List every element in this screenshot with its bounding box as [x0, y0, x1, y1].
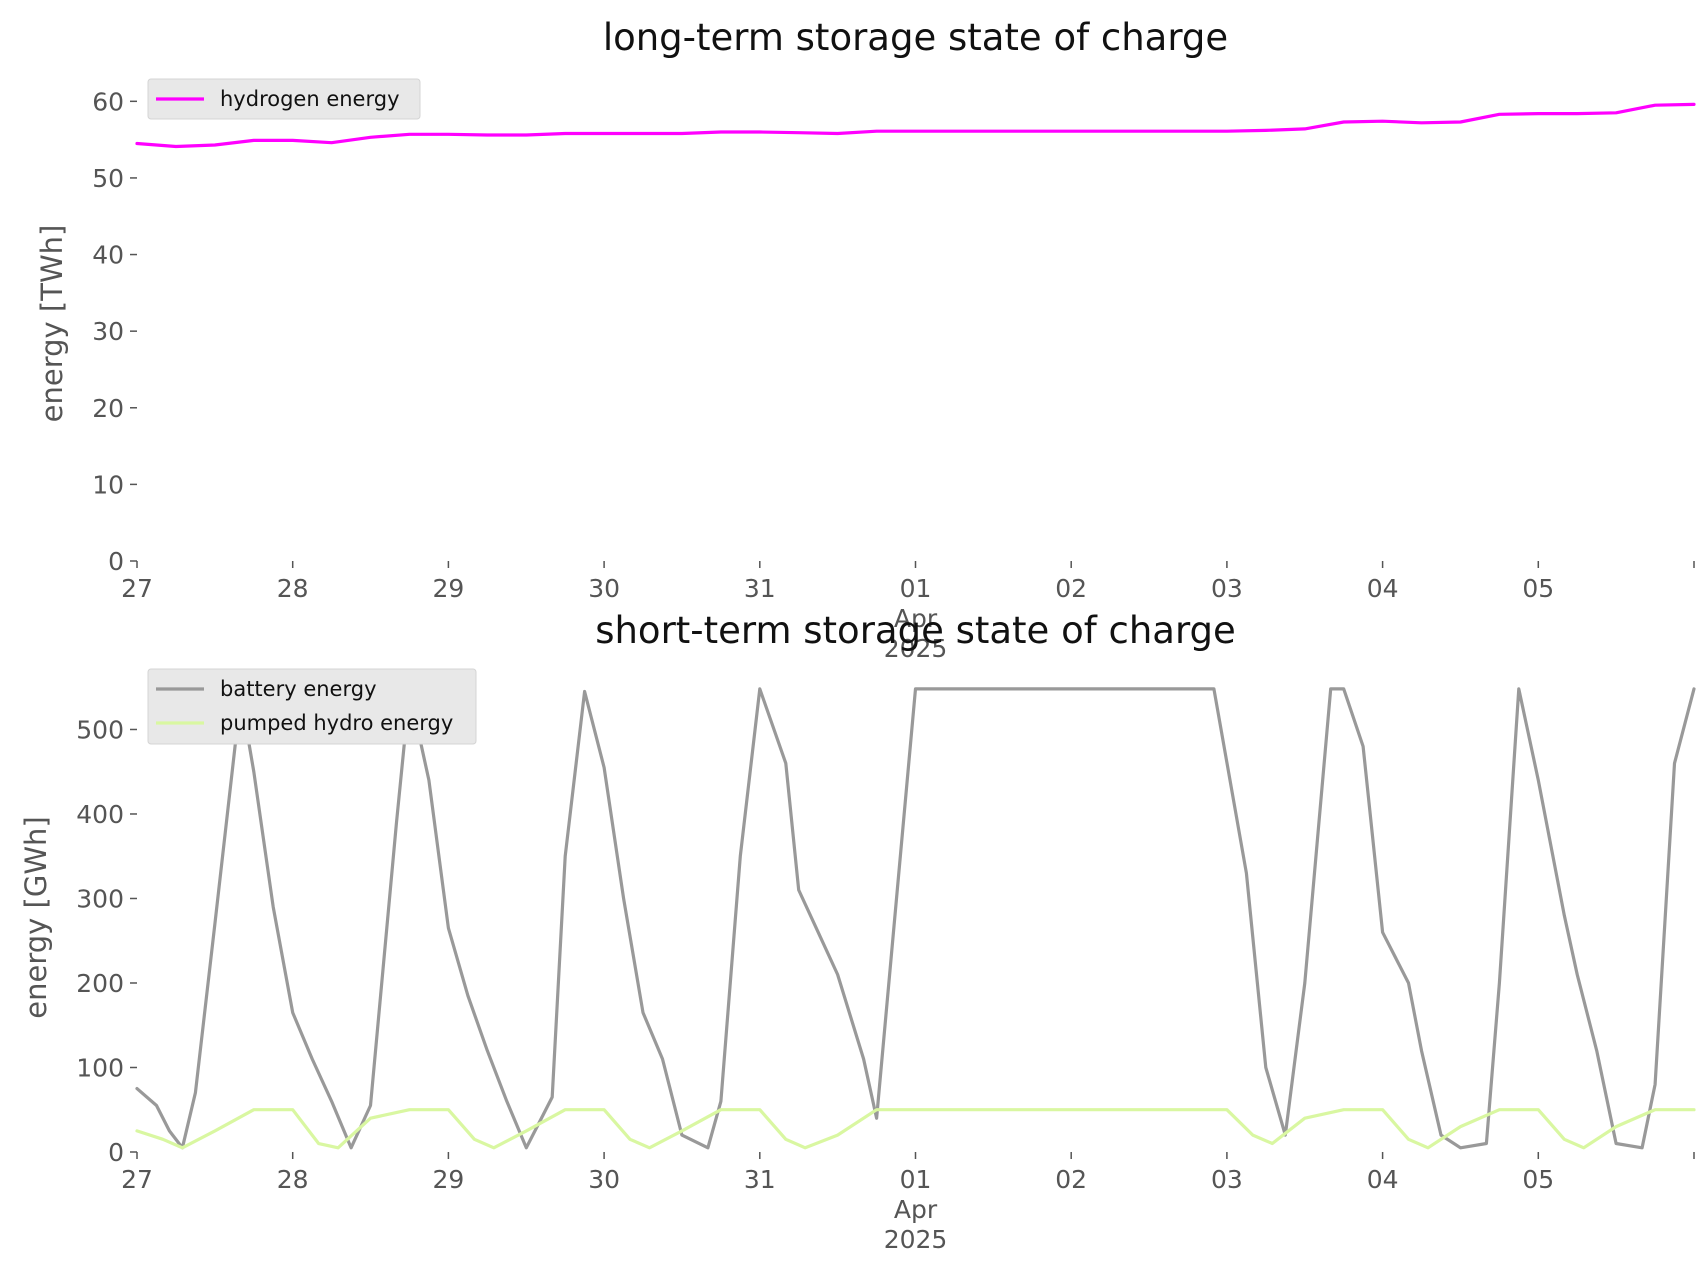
series-line-2 — [135, 1108, 1696, 1150]
y-tick-label: 10 — [92, 470, 124, 499]
y-tick-label: 200 — [76, 969, 124, 998]
x-tick-label: 29 — [432, 1165, 464, 1194]
y-tick-label: 500 — [76, 715, 124, 744]
x-tick-label: 02 — [1055, 574, 1087, 603]
x-tick-label: 28 — [277, 1165, 309, 1194]
y-tick-label: 300 — [76, 884, 124, 913]
y-tick-label: 50 — [92, 164, 124, 193]
y-tick-label: 0 — [108, 547, 124, 576]
chart-title: long-term storage state of charge — [603, 16, 1228, 59]
legend-box — [147, 668, 477, 745]
x-tick-year: 2025 — [884, 1225, 948, 1254]
x-tick-label: 05 — [1522, 1165, 1554, 1194]
x-tick-label: 30 — [588, 1165, 620, 1194]
y-tick-label: 400 — [76, 800, 124, 829]
y-tick-label: 0 — [108, 1138, 124, 1167]
y-tick-label: 60 — [92, 87, 124, 116]
chart-title: short-term storage state of charge — [595, 609, 1236, 652]
legend-entry: pumped hydro energy — [220, 711, 453, 735]
x-tick-year: 2025 — [884, 634, 948, 663]
legend-entry: battery energy — [220, 677, 377, 701]
x-tick-label: 01 — [900, 1165, 932, 1194]
x-tick-label: 04 — [1367, 1165, 1399, 1194]
x-tick-label: 03 — [1211, 574, 1243, 603]
x-tick-label: 02 — [1055, 1165, 1087, 1194]
legend: battery energy pumped hydro energy — [147, 668, 477, 745]
x-tick-label: 31 — [744, 1165, 776, 1194]
y-tick-label: 100 — [76, 1053, 124, 1082]
x-tick-label: 29 — [432, 574, 464, 603]
legend: hydrogen energy — [147, 78, 421, 120]
x-tick-label: 27 — [121, 1165, 153, 1194]
x-tick-label: 03 — [1211, 1165, 1243, 1194]
y-axis-label: energy [TWh] — [35, 225, 69, 423]
chart-1: long-term storage state of charge energy … — [35, 16, 1696, 663]
legend-box — [147, 78, 421, 120]
series-line-1 — [135, 102, 1696, 149]
y-axis-label: energy [GWh] — [19, 816, 53, 1018]
y-tick-label: 20 — [92, 394, 124, 423]
x-tick-label: 27 — [121, 574, 153, 603]
x-tick-label: 30 — [588, 574, 620, 603]
x-tick-label: 31 — [744, 574, 776, 603]
x-tick-month: Apr — [894, 1195, 938, 1224]
chart-2: short-term storage state of charge energy… — [19, 609, 1696, 1254]
x-tick-label: 05 — [1522, 574, 1554, 603]
x-tick-label: 28 — [277, 574, 309, 603]
legend-entry: hydrogen energy — [220, 87, 400, 111]
y-tick-label: 30 — [92, 317, 124, 346]
y-tick-label: 40 — [92, 241, 124, 270]
series-line-1 — [135, 687, 1696, 1150]
x-tick-label: 04 — [1367, 574, 1399, 603]
x-tick-month: Apr — [894, 604, 938, 633]
x-tick-label: 01 — [900, 574, 932, 603]
